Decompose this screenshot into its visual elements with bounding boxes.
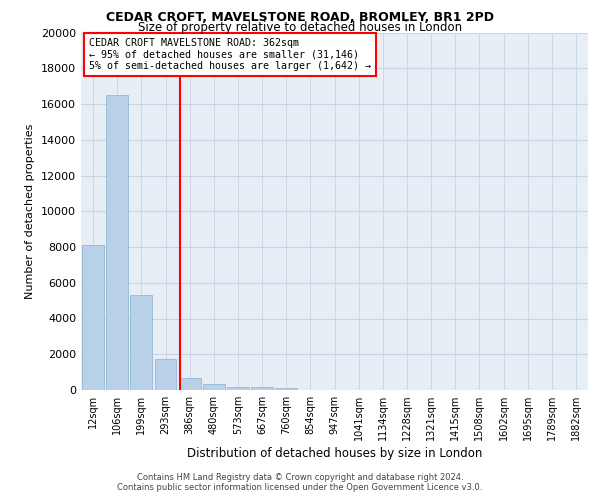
Bar [106, 95, 128, 390]
Bar [82, 245, 104, 390]
Bar [155, 358, 176, 390]
Bar [251, 388, 273, 390]
Bar [130, 296, 152, 390]
Text: Contains HM Land Registry data © Crown copyright and database right 2024.: Contains HM Land Registry data © Crown c… [137, 472, 463, 482]
Y-axis label: Number of detached properties: Number of detached properties [25, 124, 35, 299]
Bar [275, 388, 297, 390]
Text: Contains public sector information licensed under the Open Government Licence v3: Contains public sector information licen… [118, 484, 482, 492]
Bar [203, 384, 224, 390]
Text: CEDAR CROFT, MAVELSTONE ROAD, BROMLEY, BR1 2PD: CEDAR CROFT, MAVELSTONE ROAD, BROMLEY, B… [106, 11, 494, 24]
X-axis label: Distribution of detached houses by size in London: Distribution of detached houses by size … [187, 448, 482, 460]
Bar [179, 378, 200, 390]
Text: CEDAR CROFT MAVELSTONE ROAD: 362sqm
← 95% of detached houses are smaller (31,146: CEDAR CROFT MAVELSTONE ROAD: 362sqm ← 95… [89, 38, 371, 71]
Bar [227, 387, 249, 390]
Text: Size of property relative to detached houses in London: Size of property relative to detached ho… [138, 21, 462, 34]
